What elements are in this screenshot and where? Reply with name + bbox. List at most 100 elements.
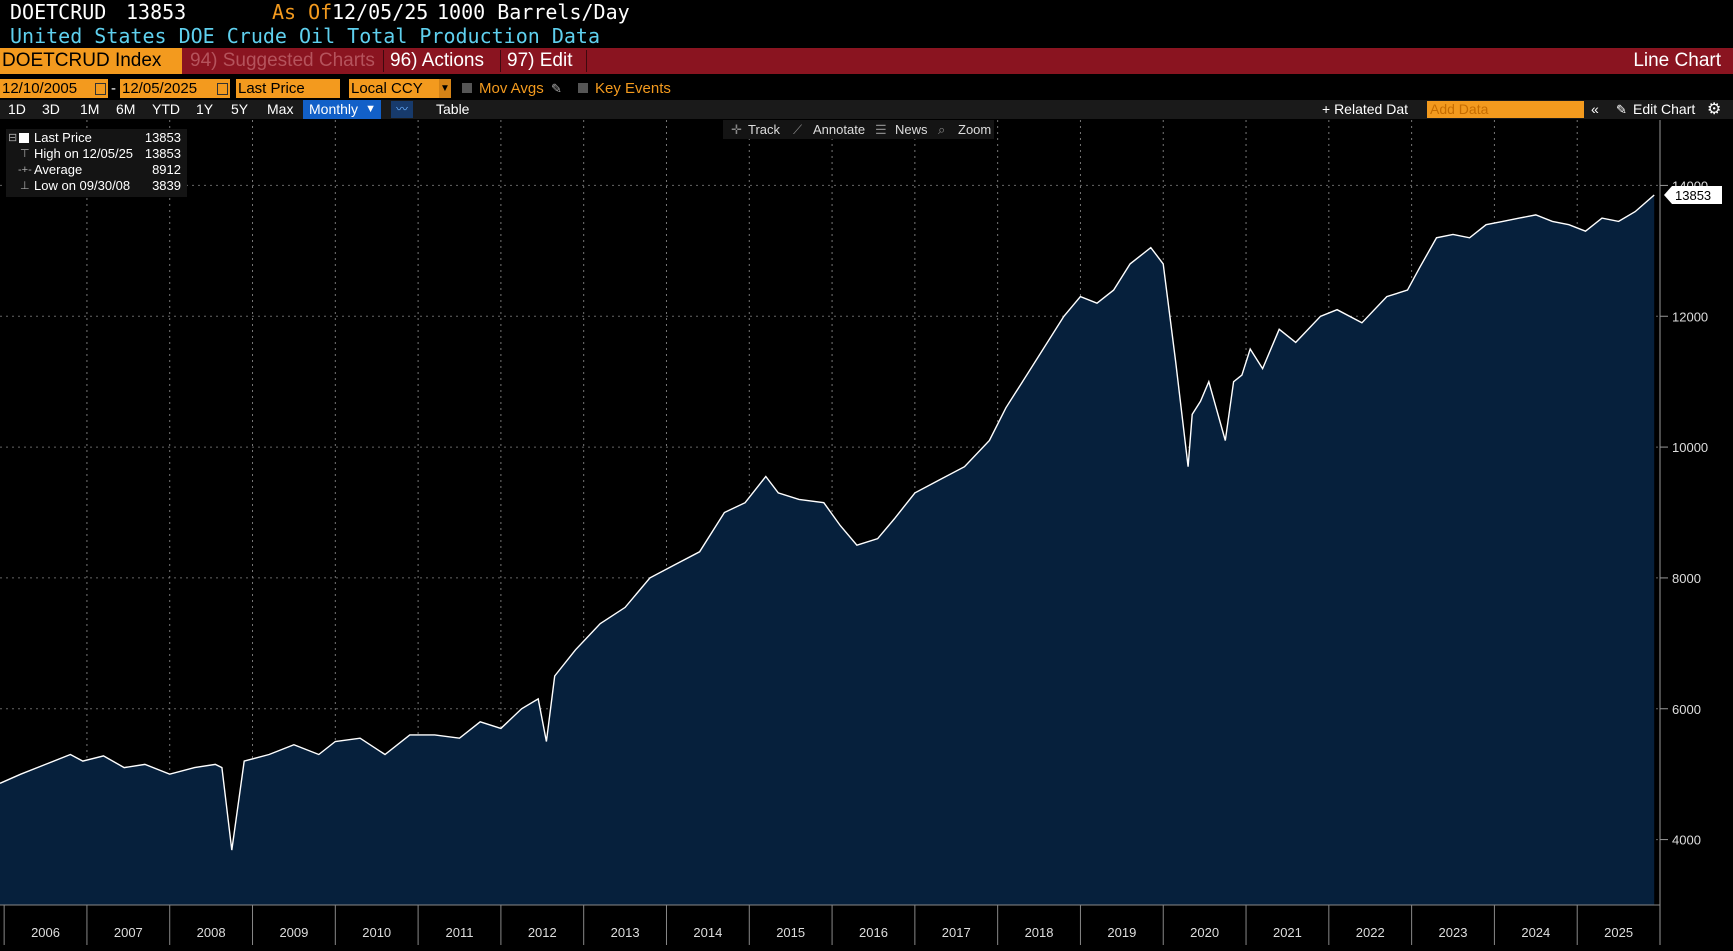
start-date-field[interactable]: 12/10/2005 xyxy=(0,79,108,98)
legend-label: Last Price xyxy=(34,130,92,145)
periodicity-dropdown[interactable]: Monthly ▼ xyxy=(303,100,381,119)
period-1m[interactable]: 1M xyxy=(80,101,100,117)
x-tick-label: 2009 xyxy=(279,925,308,940)
x-tick-label: 2024 xyxy=(1521,925,1550,940)
actions-button[interactable]: 96) Actions xyxy=(390,50,484,71)
legend-label: High on 12/05/25 xyxy=(34,146,134,161)
annotate-tool[interactable]: Annotate xyxy=(813,122,866,137)
average-marker-icon: -+- xyxy=(18,164,32,176)
table-button[interactable]: Table xyxy=(436,101,470,117)
currency-value: Local CCY xyxy=(351,80,423,97)
x-axis: 2006 2007 2008 2009 2010 2011 2012 2013 2014 2015… xyxy=(0,904,1660,945)
add-data-input[interactable]: Add Data xyxy=(1427,101,1584,118)
header-line: DOETCRUD 13853 As Of 12/05/25 1000 Barre… xyxy=(10,0,630,24)
last-value-text: 13853 xyxy=(1675,188,1711,203)
period-5y[interactable]: 5Y xyxy=(231,101,249,117)
y-tick-label: 8000 xyxy=(1672,571,1701,586)
date-range-dash: - xyxy=(111,80,116,97)
track-tool[interactable]: Track xyxy=(748,122,781,137)
units-label: 1000 Barrels/Day xyxy=(437,0,630,24)
suggested-charts-button[interactable]: 94) Suggested Charts xyxy=(190,50,375,71)
calendar-icon[interactable] xyxy=(217,83,228,95)
news-icon[interactable]: ☰ xyxy=(875,122,887,137)
ticker-symbol: DOETCRUD xyxy=(10,0,107,24)
legend-row-high: ⊤ High on 12/05/25 13853 xyxy=(6,146,187,162)
period-max[interactable]: Max xyxy=(267,101,294,117)
line-chart-icon[interactable]: 〰 xyxy=(391,101,413,118)
collapse-icon[interactable]: « xyxy=(1591,101,1599,117)
series-area xyxy=(0,195,1655,905)
x-tick-label: 2021 xyxy=(1273,925,1302,940)
x-tick-label: 2017 xyxy=(942,925,971,940)
x-tick-label: 2007 xyxy=(114,925,143,940)
legend-label: Average xyxy=(34,162,83,177)
period-6m[interactable]: 6M xyxy=(116,101,136,117)
x-tick-label: 2018 xyxy=(1025,925,1054,940)
chevron-down-icon[interactable]: ▼ xyxy=(439,79,451,98)
as-of-date: 12/05/25 xyxy=(332,0,429,24)
x-tick-label: 2022 xyxy=(1356,925,1385,940)
pencil-icon[interactable]: ⟋ xyxy=(793,122,803,137)
x-tick-label: 2012 xyxy=(528,925,557,940)
pencil-icon[interactable]: ✎ xyxy=(1616,102,1627,117)
edit-button[interactable]: 97) Edit xyxy=(507,50,573,71)
security-field[interactable]: DOETCRUD Index xyxy=(0,48,182,74)
legend-row-last-price: ⊟ Last Price 13853 xyxy=(6,130,187,146)
x-tick-label: 2006 xyxy=(31,925,60,940)
legend-row-average: -+- Average 8912 xyxy=(6,162,187,178)
legend-value: 8912 xyxy=(152,162,181,177)
y-tick-label: 12000 xyxy=(1672,309,1708,324)
x-tick-label: 2025 xyxy=(1604,925,1633,940)
currency-selector[interactable]: Local CCY ▼ xyxy=(349,79,451,98)
legend-value: 13853 xyxy=(144,146,181,161)
crosshair-icon[interactable]: ✛ xyxy=(731,122,742,137)
zoom-tool[interactable]: Zoom xyxy=(958,122,992,137)
main-toolbar: DOETCRUD Index 94) Suggested Charts 96) … xyxy=(0,48,1733,74)
field-selector[interactable]: Last Price xyxy=(236,79,340,98)
x-tick-label: 2023 xyxy=(1439,925,1468,940)
news-tool[interactable]: News xyxy=(895,122,928,137)
start-date-value: 12/10/2005 xyxy=(2,80,78,97)
magnifier-icon[interactable]: ⌕ xyxy=(938,122,946,137)
chevron-down-icon: ▼ xyxy=(365,103,376,115)
end-date-value: 12/05/2025 xyxy=(122,80,198,97)
related-data-button[interactable]: + Related Dat xyxy=(1322,101,1408,117)
period-1d[interactable]: 1D xyxy=(8,101,26,117)
toolbar-divider xyxy=(586,50,587,72)
period-1y[interactable]: 1Y xyxy=(196,101,214,117)
calendar-icon[interactable] xyxy=(95,83,106,95)
toolbar-divider xyxy=(500,50,501,72)
x-tick-label: 2008 xyxy=(197,925,226,940)
chart-legend[interactable]: ⊟ Last Price 13853 ⊤ High on 12/05/25 13… xyxy=(6,129,187,197)
edit-chart-button[interactable]: Edit Chart xyxy=(1633,101,1696,117)
series-line xyxy=(0,194,1655,851)
y-tick-label: 6000 xyxy=(1672,702,1701,717)
period-toolbar: 1D 3D 1M 6M YTD 1Y 5Y Max Monthly ▼ 〰 Ta… xyxy=(0,100,1733,119)
mov-avgs-label[interactable]: Mov Avgs xyxy=(479,80,544,97)
chart-type-label[interactable]: Line Chart xyxy=(1633,50,1721,71)
as-of-label: As Of xyxy=(272,0,333,24)
period-3d[interactable]: 3D xyxy=(42,101,60,117)
x-tick-label: 2013 xyxy=(611,925,640,940)
legend-value: 3839 xyxy=(152,178,181,193)
x-tick-label: 2010 xyxy=(362,925,391,940)
x-tick-label: 2011 xyxy=(446,925,474,940)
periodicity-value: Monthly xyxy=(309,101,359,117)
pencil-icon[interactable]: ✎ xyxy=(551,81,562,96)
key-events-checkbox[interactable] xyxy=(578,83,588,93)
low-marker-icon: ⊥ xyxy=(20,180,30,192)
gear-icon[interactable]: ⚙ xyxy=(1707,101,1722,118)
collapse-icon[interactable]: ⊟ xyxy=(8,132,18,144)
toolbar-divider xyxy=(383,50,384,72)
x-tick-label: 2015 xyxy=(776,925,805,940)
last-value: 13853 xyxy=(126,0,187,24)
key-events-label[interactable]: Key Events xyxy=(595,80,671,97)
last-value-box xyxy=(1664,186,1722,205)
mov-avgs-checkbox[interactable] xyxy=(462,83,472,93)
end-date-field[interactable]: 12/05/2025 xyxy=(120,79,230,98)
last-value-flag: 13853 xyxy=(1664,186,1722,205)
y-tick-label: 10000 xyxy=(1672,440,1708,455)
period-ytd[interactable]: YTD xyxy=(152,101,180,117)
